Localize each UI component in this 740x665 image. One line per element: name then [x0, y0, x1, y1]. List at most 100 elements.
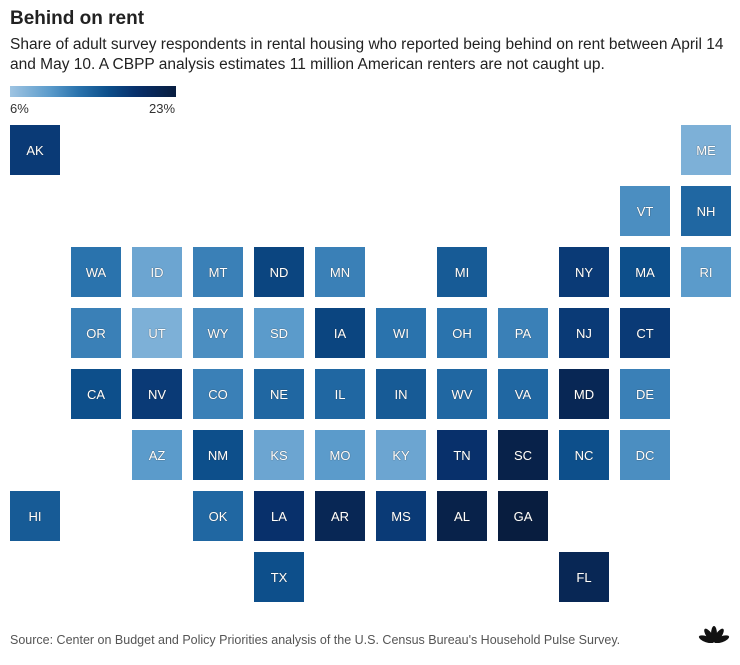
state-label: LA	[271, 508, 287, 524]
state-label: ND	[269, 264, 289, 280]
state-tile-ga: GA	[498, 491, 548, 541]
state-label: NJ	[576, 325, 592, 341]
state-tile-mi: MI	[437, 247, 487, 297]
state-label: CA	[86, 386, 106, 402]
state-label: KS	[270, 447, 288, 463]
state-tile-ri: RI	[681, 247, 731, 297]
state-tile-pa: PA	[498, 308, 548, 358]
state-label: VT	[636, 203, 654, 219]
state-label: MI	[454, 264, 470, 280]
state-tile-vt: VT	[620, 186, 670, 236]
state-tile-fl: FL	[559, 552, 609, 602]
state-label: MD	[573, 386, 595, 402]
state-tile-mo: MO	[315, 430, 365, 480]
state-label: TN	[453, 447, 471, 463]
state-label: AR	[330, 508, 350, 524]
cnbc-logo	[697, 625, 731, 645]
state-label: SC	[513, 447, 533, 463]
state-label: NC	[574, 447, 594, 463]
legend-min-label: 6%	[10, 101, 29, 116]
state-tile-in: IN	[376, 369, 426, 419]
state-tile-wa: WA	[71, 247, 121, 297]
state-label: NY	[574, 264, 594, 280]
state-tile-al: AL	[437, 491, 487, 541]
state-tile-ky: KY	[376, 430, 426, 480]
legend-max-label: 23%	[149, 101, 176, 116]
state-label: UT	[148, 325, 166, 341]
state-label: IL	[334, 386, 346, 402]
state-tile-va: VA	[498, 369, 548, 419]
state-tile-co: CO	[193, 369, 243, 419]
state-tile-la: LA	[254, 491, 304, 541]
state-label: WA	[85, 264, 107, 280]
state-label: DE	[635, 386, 655, 402]
state-tile-ut: UT	[132, 308, 182, 358]
state-tile-ct: CT	[620, 308, 670, 358]
state-tile-nm: NM	[193, 430, 243, 480]
state-label: MO	[329, 447, 351, 463]
state-tile-ca: CA	[71, 369, 121, 419]
state-tile-mn: MN	[315, 247, 365, 297]
state-label: AL	[454, 508, 470, 524]
state-label: TX	[270, 569, 288, 585]
state-tile-wi: WI	[376, 308, 426, 358]
state-tile-az: AZ	[132, 430, 182, 480]
state-label: ME	[696, 142, 716, 158]
state-label: ID	[150, 264, 164, 280]
state-tile-sc: SC	[498, 430, 548, 480]
state-tile-id: ID	[132, 247, 182, 297]
state-tile-nv: NV	[132, 369, 182, 419]
legend-color-scale	[10, 86, 176, 97]
state-tile-ne: NE	[254, 369, 304, 419]
state-label: NE	[269, 386, 289, 402]
state-label: DC	[635, 447, 655, 463]
state-tile-tn: TN	[437, 430, 487, 480]
state-label: RI	[699, 264, 713, 280]
state-label: MT	[208, 264, 228, 280]
state-tile-ia: IA	[315, 308, 365, 358]
state-label: CO	[208, 386, 228, 402]
state-tile-wy: WY	[193, 308, 243, 358]
state-label: OR	[86, 325, 106, 341]
state-tile-wv: WV	[437, 369, 487, 419]
state-tile-ok: OK	[193, 491, 243, 541]
state-label: IA	[333, 325, 347, 341]
state-label: MS	[391, 508, 411, 524]
state-tile-ny: NY	[559, 247, 609, 297]
state-tile-ma: MA	[620, 247, 670, 297]
peacock-icon	[698, 626, 730, 644]
chart-subtitle: Share of adult survey respondents in ren…	[10, 36, 724, 73]
state-tile-tx: TX	[254, 552, 304, 602]
state-tile-ks: KS	[254, 430, 304, 480]
state-label: MA	[635, 264, 655, 280]
state-tile-hi: HI	[10, 491, 60, 541]
state-tile-nc: NC	[559, 430, 609, 480]
state-tile-nh: NH	[681, 186, 731, 236]
state-label: MN	[329, 264, 351, 280]
state-tile-or: OR	[71, 308, 121, 358]
state-label: AZ	[148, 447, 166, 463]
state-label: HI	[28, 508, 42, 524]
state-label: CT	[636, 325, 654, 341]
state-label: FL	[576, 569, 592, 585]
state-label: GA	[513, 508, 533, 524]
state-label: PA	[514, 325, 532, 341]
state-tile-de: DE	[620, 369, 670, 419]
state-tile-mt: MT	[193, 247, 243, 297]
state-tile-sd: SD	[254, 308, 304, 358]
state-label: IN	[394, 386, 408, 402]
source-note: Source: Center on Budget and Policy Prio…	[10, 633, 621, 647]
state-tile-me: ME	[681, 125, 731, 175]
state-tile-md: MD	[559, 369, 609, 419]
state-tile-dc: DC	[620, 430, 670, 480]
state-tile-ar: AR	[315, 491, 365, 541]
state-label: NM	[207, 447, 229, 463]
state-label: NV	[147, 386, 167, 402]
state-label: WI	[393, 325, 409, 341]
state-label: VA	[514, 386, 532, 402]
state-label: OK	[208, 508, 228, 524]
state-tile-nd: ND	[254, 247, 304, 297]
state-tile-ak: AK	[10, 125, 60, 175]
state-label: WY	[207, 325, 229, 341]
